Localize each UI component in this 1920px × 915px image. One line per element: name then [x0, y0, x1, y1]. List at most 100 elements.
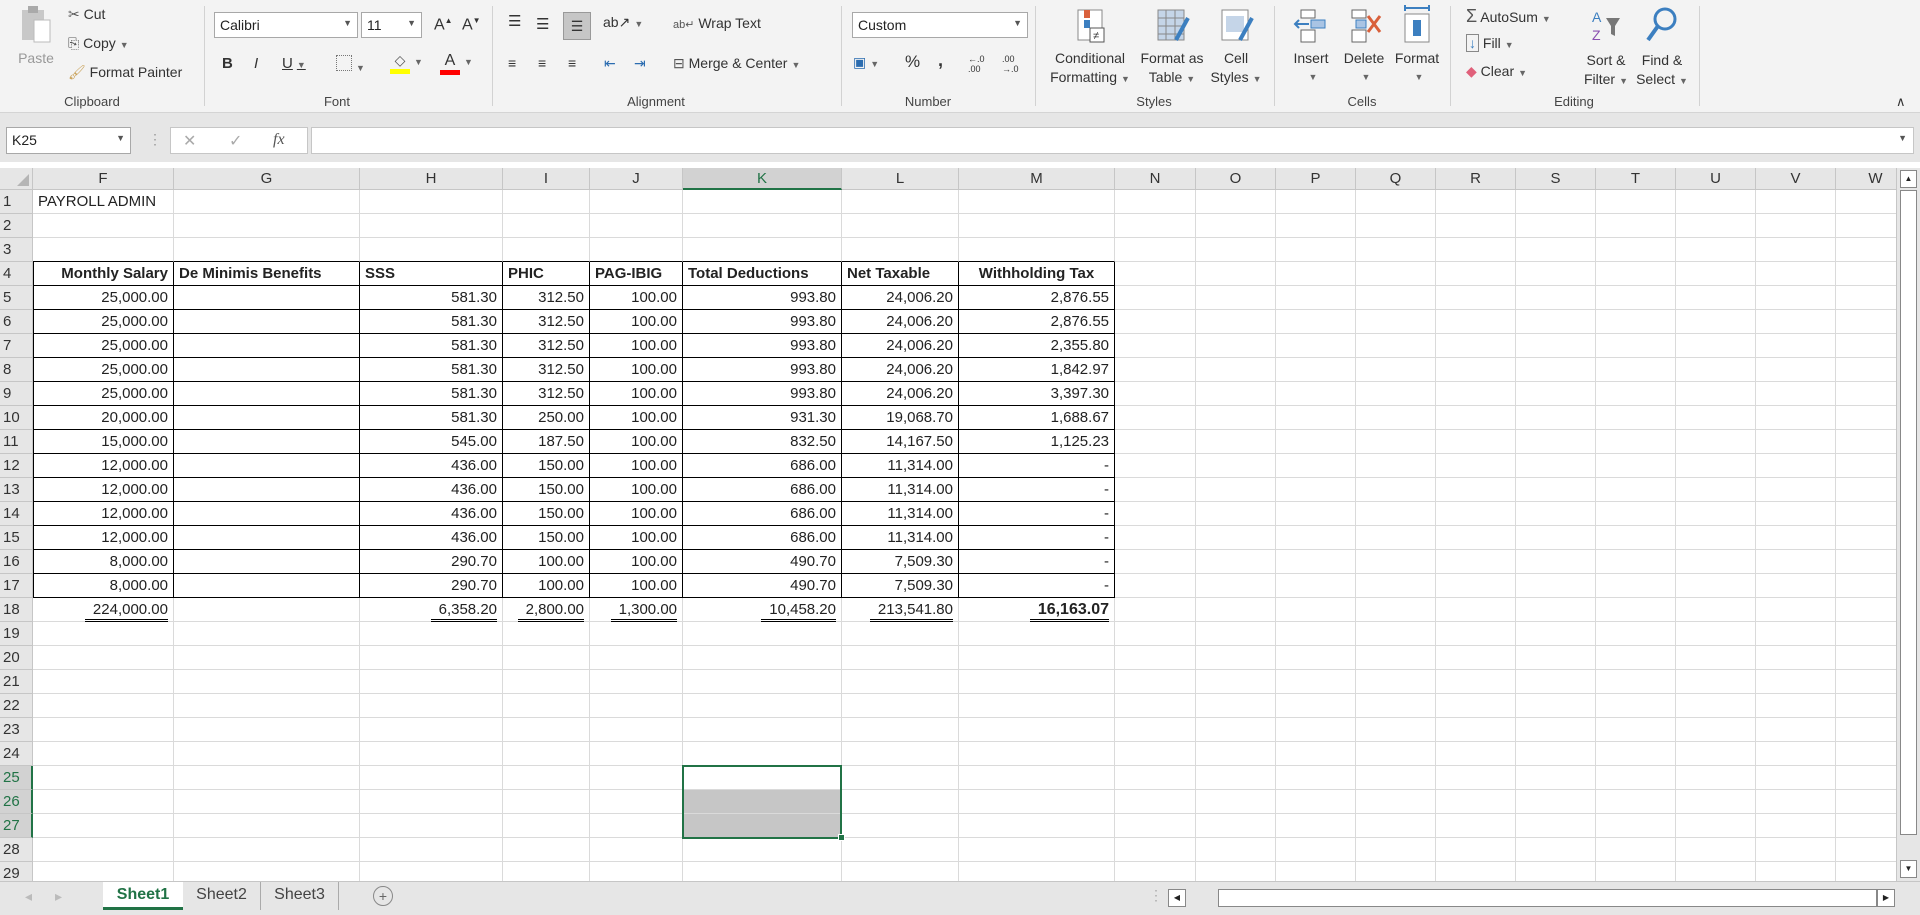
cell-I14[interactable]: 150.00 [503, 502, 590, 526]
cell-G24[interactable] [174, 742, 360, 766]
cell-F25[interactable] [33, 766, 174, 790]
cell-J12[interactable]: 100.00 [590, 454, 683, 478]
cell-Q29[interactable] [1356, 862, 1436, 881]
cell-F6[interactable]: 25,000.00 [33, 310, 174, 334]
cell-M20[interactable] [959, 646, 1115, 670]
cell-U27[interactable] [1676, 814, 1756, 838]
cell-R18[interactable] [1436, 598, 1516, 622]
cell-I24[interactable] [503, 742, 590, 766]
cell-O4[interactable] [1196, 262, 1276, 286]
cell-M28[interactable] [959, 838, 1115, 862]
cell-Q6[interactable] [1356, 310, 1436, 334]
cell-F26[interactable] [33, 790, 174, 814]
cell-J22[interactable] [590, 694, 683, 718]
cell-H5[interactable]: 581.30 [360, 286, 503, 310]
cell-H25[interactable] [360, 766, 503, 790]
cell-T1[interactable] [1596, 190, 1676, 214]
cell-P24[interactable] [1276, 742, 1356, 766]
cell-T24[interactable] [1596, 742, 1676, 766]
cell-G7[interactable] [174, 334, 360, 358]
cell-K17[interactable]: 490.70 [683, 574, 842, 598]
cell-I7[interactable]: 312.50 [503, 334, 590, 358]
cell-I15[interactable]: 150.00 [503, 526, 590, 550]
cell-O10[interactable] [1196, 406, 1276, 430]
cell-P22[interactable] [1276, 694, 1356, 718]
cell-T23[interactable] [1596, 718, 1676, 742]
cell-U6[interactable] [1676, 310, 1756, 334]
cell-U28[interactable] [1676, 838, 1756, 862]
cell-F16[interactable]: 8,000.00 [33, 550, 174, 574]
row-header-6[interactable]: 6 [0, 310, 33, 334]
cell-S11[interactable] [1516, 430, 1596, 454]
column-header-U[interactable]: U [1676, 168, 1756, 190]
row-header-2[interactable]: 2 [0, 214, 33, 238]
column-header-G[interactable]: G [174, 168, 360, 190]
row-header-28[interactable]: 28 [0, 838, 33, 862]
cell-I3[interactable] [503, 238, 590, 262]
cell-N22[interactable] [1115, 694, 1196, 718]
cell-W7[interactable] [1836, 334, 1896, 358]
cell-N16[interactable] [1115, 550, 1196, 574]
cell-R26[interactable] [1436, 790, 1516, 814]
cell-U26[interactable] [1676, 790, 1756, 814]
italic-button[interactable]: I [254, 55, 259, 72]
cell-T22[interactable] [1596, 694, 1676, 718]
cell-F4[interactable]: Monthly Salary [33, 262, 174, 286]
cell-U2[interactable] [1676, 214, 1756, 238]
row-header-19[interactable]: 19 [0, 622, 33, 646]
cell-N6[interactable] [1115, 310, 1196, 334]
cell-Q11[interactable] [1356, 430, 1436, 454]
cell-F11[interactable]: 15,000.00 [33, 430, 174, 454]
cell-V27[interactable] [1756, 814, 1836, 838]
align-right-button[interactable]: ≡ [568, 55, 576, 71]
cell-W13[interactable] [1836, 478, 1896, 502]
decrease-font-size-button[interactable]: A▼ [462, 16, 481, 34]
cell-W20[interactable] [1836, 646, 1896, 670]
cell-M26[interactable] [959, 790, 1115, 814]
column-header-J[interactable]: J [590, 168, 683, 190]
cell-S8[interactable] [1516, 358, 1596, 382]
cell-Q27[interactable] [1356, 814, 1436, 838]
cell-N24[interactable] [1115, 742, 1196, 766]
cell-N12[interactable] [1115, 454, 1196, 478]
cell-H17[interactable]: 290.70 [360, 574, 503, 598]
cell-I26[interactable] [503, 790, 590, 814]
cell-Q4[interactable] [1356, 262, 1436, 286]
cell-L24[interactable] [842, 742, 959, 766]
cell-R6[interactable] [1436, 310, 1516, 334]
cell-G4[interactable]: De Minimis Benefits [174, 262, 360, 286]
cell-W4[interactable] [1836, 262, 1896, 286]
cell-U11[interactable] [1676, 430, 1756, 454]
format-as-table-button[interactable]: Format as Table ▼ [1136, 8, 1208, 89]
cell-O13[interactable] [1196, 478, 1276, 502]
cell-R4[interactable] [1436, 262, 1516, 286]
cell-O19[interactable] [1196, 622, 1276, 646]
sheet-tab-sheet3[interactable]: Sheet3 [261, 882, 339, 910]
row-header-5[interactable]: 5 [0, 286, 33, 310]
cell-I9[interactable]: 312.50 [503, 382, 590, 406]
cell-O18[interactable] [1196, 598, 1276, 622]
cell-K9[interactable]: 993.80 [683, 382, 842, 406]
cell-V23[interactable] [1756, 718, 1836, 742]
cell-J17[interactable]: 100.00 [590, 574, 683, 598]
cell-W27[interactable] [1836, 814, 1896, 838]
cell-G15[interactable] [174, 526, 360, 550]
cell-L12[interactable]: 11,314.00 [842, 454, 959, 478]
cell-J6[interactable]: 100.00 [590, 310, 683, 334]
increase-indent-button[interactable]: ⇥ [634, 55, 646, 72]
horizontal-scrollbar[interactable]: ◀ ▶ [1168, 889, 1920, 907]
cell-N13[interactable] [1115, 478, 1196, 502]
number-format-dropdown[interactable]: Custom ▼ [852, 12, 1028, 38]
cell-O27[interactable] [1196, 814, 1276, 838]
cell-K5[interactable]: 993.80 [683, 286, 842, 310]
cell-J20[interactable] [590, 646, 683, 670]
cell-V24[interactable] [1756, 742, 1836, 766]
bold-button[interactable]: B [222, 55, 233, 72]
cell-Q24[interactable] [1356, 742, 1436, 766]
cell-O3[interactable] [1196, 238, 1276, 262]
cell-N28[interactable] [1115, 838, 1196, 862]
cell-V15[interactable] [1756, 526, 1836, 550]
cell-Q9[interactable] [1356, 382, 1436, 406]
cell-L22[interactable] [842, 694, 959, 718]
cell-W11[interactable] [1836, 430, 1896, 454]
